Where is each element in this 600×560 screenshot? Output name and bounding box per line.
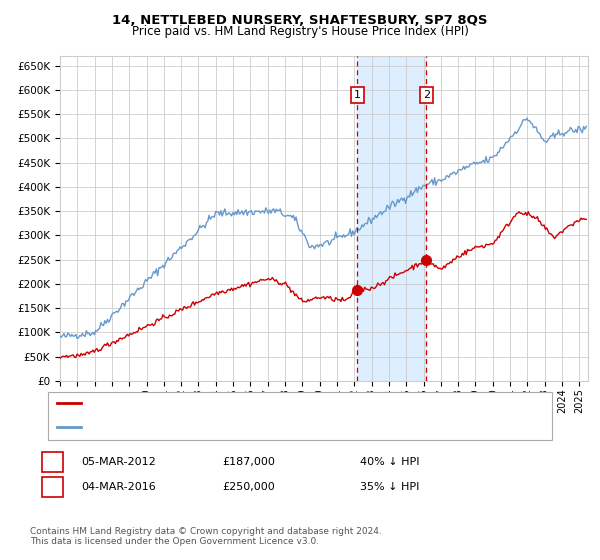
Text: 1: 1 — [354, 90, 361, 100]
Text: 04-MAR-2016: 04-MAR-2016 — [81, 482, 156, 492]
Text: HPI: Average price, detached house, Dorset: HPI: Average price, detached house, Dors… — [85, 422, 313, 432]
Text: 2: 2 — [423, 90, 430, 100]
Text: 40% ↓ HPI: 40% ↓ HPI — [360, 457, 419, 467]
Text: Price paid vs. HM Land Registry's House Price Index (HPI): Price paid vs. HM Land Registry's House … — [131, 25, 469, 38]
Text: 05-MAR-2012: 05-MAR-2012 — [81, 457, 156, 467]
Text: £187,000: £187,000 — [222, 457, 275, 467]
Text: £250,000: £250,000 — [222, 482, 275, 492]
Text: Contains HM Land Registry data © Crown copyright and database right 2024.
This d: Contains HM Land Registry data © Crown c… — [30, 526, 382, 546]
Bar — [357, 56, 427, 381]
Text: 14, NETTLEBED NURSERY, SHAFTESBURY, SP7 8QS (detached house): 14, NETTLEBED NURSERY, SHAFTESBURY, SP7 … — [85, 398, 443, 408]
Text: 1: 1 — [49, 457, 56, 467]
Text: 35% ↓ HPI: 35% ↓ HPI — [360, 482, 419, 492]
Text: 2: 2 — [49, 482, 56, 492]
Text: 14, NETTLEBED NURSERY, SHAFTESBURY, SP7 8QS: 14, NETTLEBED NURSERY, SHAFTESBURY, SP7 … — [112, 14, 488, 27]
